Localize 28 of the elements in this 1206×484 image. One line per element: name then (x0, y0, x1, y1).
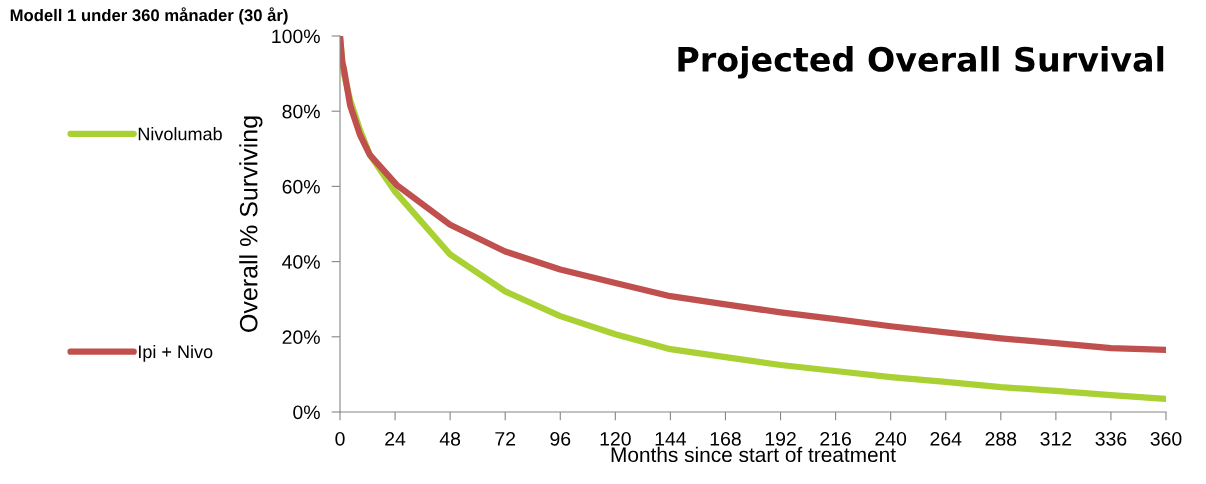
x-tick-label: 264 (930, 431, 962, 446)
x-tick-label: 192 (765, 431, 796, 446)
x-tick-label: 24 (385, 431, 406, 446)
y-tick-label: 100% (272, 29, 320, 44)
x-tick-label: 336 (1095, 431, 1127, 446)
x-tick-label: 312 (1040, 431, 1072, 446)
y-axis-title: Overall % Surviving (239, 116, 263, 332)
x-tick-label: 48 (439, 431, 461, 446)
legend-label: Ipi + Nivo (138, 344, 213, 362)
text: Modell 1 under 360 månader (30 år) (10, 7, 288, 25)
x-tick-label: 144 (655, 432, 687, 446)
y-tick-label: 40% (282, 255, 320, 269)
x-tick-label: 168 (710, 431, 741, 446)
y-tick-label: 20% (282, 330, 320, 345)
x-tick-label: 0 (335, 431, 345, 446)
x-tick-label: 360 (1150, 431, 1182, 446)
chart-title: Projected Overall Survival (678, 46, 1164, 79)
y-tick-label: 60% (282, 179, 320, 194)
x-tick-label: 240 (875, 431, 907, 446)
x-tick-label: 96 (550, 431, 571, 446)
x-tick-label: 120 (600, 431, 631, 446)
x-axis-title: Months since start of treatment (611, 446, 896, 463)
legend-label: Nivolumab (138, 127, 222, 141)
y-tick-label: 0% (293, 405, 320, 420)
x-tick-label: 216 (820, 431, 851, 446)
y-tick-label: 80% (282, 104, 320, 119)
x-tick-label: 72 (495, 431, 516, 446)
x-tick-label: 288 (985, 431, 1017, 446)
